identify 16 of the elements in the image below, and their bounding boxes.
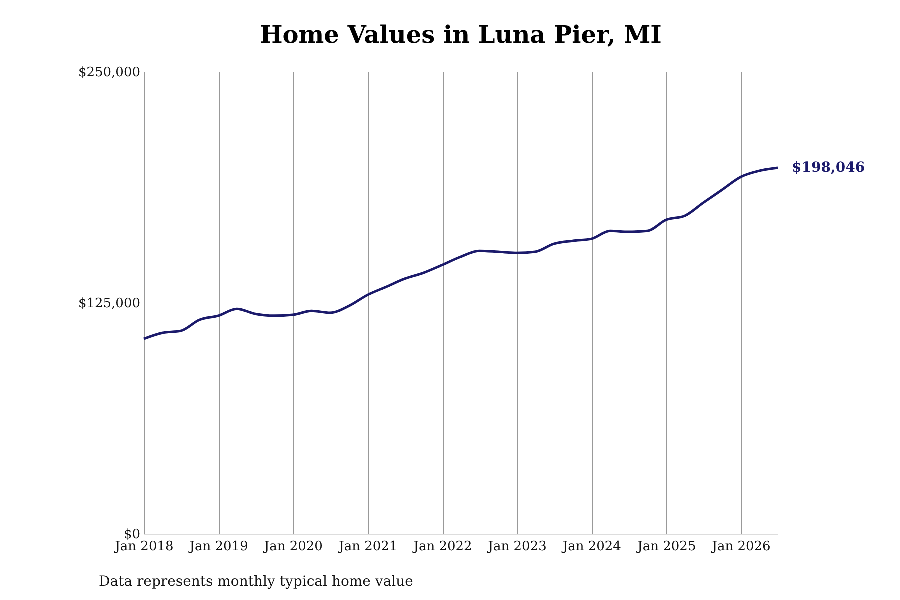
x-tick-label: Jan 2021 [337, 540, 398, 554]
chart-title: Home Values in Luna Pier, MI [260, 20, 662, 49]
x-tick-label: Jan 2018 [113, 540, 174, 554]
annotation: $198,046 [792, 160, 866, 176]
x-tick-label: Jan 2023 [486, 540, 547, 554]
x-tick-label: Jan 2025 [636, 540, 696, 554]
x-tick-label: Jan 2024 [560, 540, 622, 554]
x-tick-label: Jan 2022 [412, 540, 472, 554]
y-tick-label: $0 [124, 528, 140, 542]
line-series [142, 166, 780, 340]
y-tick-label: $250,000 [78, 66, 140, 80]
y-tick-label: $125,000 [78, 296, 140, 312]
text: Data represents monthly typical home value [99, 574, 414, 590]
x-tick-label: Jan 2019 [188, 540, 248, 554]
x-tick-label: Jan 2020 [262, 540, 323, 554]
x-tick-label: Jan 2026 [710, 540, 771, 554]
